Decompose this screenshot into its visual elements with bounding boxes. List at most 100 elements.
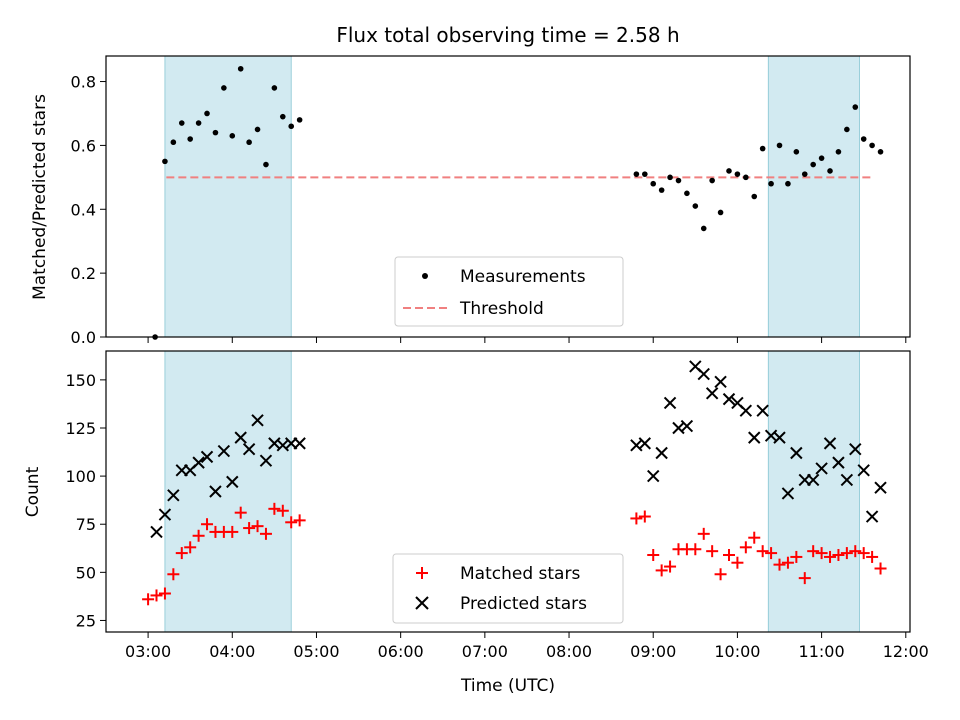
matched-star-point xyxy=(664,560,677,573)
x-marker-b xyxy=(226,475,239,489)
x-marker-b xyxy=(259,454,273,467)
predicted-star-point xyxy=(293,437,306,450)
x-marker-b xyxy=(874,481,887,494)
legend-measurements-label: Measurements xyxy=(460,267,586,287)
y-tick-label: 75 xyxy=(76,515,96,534)
predicted-star-point xyxy=(748,431,761,444)
x-tick-label: 09:00 xyxy=(630,642,676,661)
x-tick-label: 08:00 xyxy=(546,642,592,661)
predicted-star-point xyxy=(647,469,660,483)
measurement-point xyxy=(743,174,749,181)
x-marker-b xyxy=(773,431,786,444)
predicted-star-point xyxy=(756,404,769,417)
x-marker-b xyxy=(748,431,761,444)
measurement-point xyxy=(717,209,724,216)
x-marker-b xyxy=(680,419,694,433)
x-marker-b xyxy=(150,525,163,539)
measurement-point xyxy=(178,120,185,126)
predicted-star-point xyxy=(259,454,273,467)
shaded-observing-window xyxy=(164,350,292,633)
measurement-point xyxy=(877,148,884,155)
matched-star-point xyxy=(201,518,214,531)
matched-star-point xyxy=(832,549,845,562)
measurement-point xyxy=(700,225,707,232)
predicted-star-point xyxy=(857,464,870,477)
predicted-star-point xyxy=(815,462,828,475)
matched-star-point xyxy=(276,504,289,517)
chart-title: Flux total observing time = 2.58 h xyxy=(336,23,679,47)
matched-star-point xyxy=(697,527,710,540)
predicted-star-point xyxy=(773,431,786,444)
measurement-point xyxy=(170,139,177,146)
shaded-observing-window xyxy=(767,350,860,633)
x-marker-b xyxy=(638,437,652,450)
x-marker-b xyxy=(756,404,769,417)
legend-predicted-label: Predicted stars xyxy=(460,594,587,614)
x-marker-b xyxy=(234,431,247,444)
predicted-star-point xyxy=(200,450,214,464)
matched-star-point xyxy=(798,572,811,585)
x-marker-b xyxy=(815,462,828,475)
y-tick-label: 0.6 xyxy=(71,136,96,155)
predicted-star-point xyxy=(697,367,710,381)
x-axis-label: Time (UTC) xyxy=(460,676,555,696)
predicted-star-point xyxy=(209,485,222,498)
x-marker-b xyxy=(293,437,306,450)
x-tick-label: 04:00 xyxy=(209,642,255,661)
measurement-point xyxy=(759,145,766,152)
matched-star-point xyxy=(285,516,298,529)
x-marker-b xyxy=(158,508,172,521)
y-tick-label: 25 xyxy=(76,611,96,630)
x-marker-b xyxy=(739,404,753,417)
matched-star-point xyxy=(790,550,803,563)
measurement-point xyxy=(221,85,227,91)
measurement-point xyxy=(667,174,673,181)
x-marker-b xyxy=(647,469,660,483)
matched-star-point xyxy=(706,545,719,558)
count-panel-frame xyxy=(105,350,911,633)
ratio-panel: 0.00.20.40.60.8 Matched/Predicted stars … xyxy=(30,55,911,347)
matched-star-point xyxy=(689,543,702,556)
count-y-ticks: 25 50 75 100 125 150 xyxy=(65,371,106,630)
measurement-point xyxy=(658,187,665,193)
matched-star-point xyxy=(192,529,205,542)
measurement-point xyxy=(793,148,800,155)
measurement-point xyxy=(852,104,859,110)
y-tick-label: 100 xyxy=(65,467,96,486)
measurement-point xyxy=(692,203,699,209)
count-points xyxy=(142,360,887,606)
ratio-y-axis-label: Matched/Predicted stars xyxy=(30,94,50,300)
matched-star-point xyxy=(142,593,155,606)
legend-threshold-label: Threshold xyxy=(459,299,544,319)
measurement-point xyxy=(726,168,732,174)
shaded-observing-window xyxy=(767,55,860,338)
ratio-legend-box xyxy=(394,256,624,327)
matched-star-point xyxy=(739,541,752,554)
measurement-point xyxy=(642,171,648,177)
matched-star-point xyxy=(815,547,828,560)
x-tick-label: 10:00 xyxy=(714,642,760,661)
matched-star-point xyxy=(840,547,853,560)
predicted-star-point xyxy=(806,473,820,487)
x-marker-b xyxy=(276,439,290,452)
y-tick-label: 150 xyxy=(65,371,96,390)
matched-star-point xyxy=(756,545,769,558)
matched-star-point xyxy=(874,562,887,575)
measurement-point xyxy=(162,158,168,165)
x-marker-b xyxy=(823,437,837,450)
legend-x-marker xyxy=(415,596,429,610)
measurement-point xyxy=(271,85,278,91)
matched-star-point xyxy=(234,506,247,519)
measurement-point xyxy=(835,148,842,155)
measurement-point xyxy=(263,161,269,168)
ratio-x-ticks xyxy=(147,337,907,343)
predicted-star-point xyxy=(234,431,247,444)
x-marker-b xyxy=(242,442,256,456)
x-marker-b xyxy=(200,450,214,464)
measurement-point xyxy=(296,117,303,123)
measurement-point xyxy=(684,190,690,197)
matched-star-point xyxy=(781,556,794,569)
y-tick-label: 125 xyxy=(65,419,96,438)
measurement-point xyxy=(776,142,783,149)
